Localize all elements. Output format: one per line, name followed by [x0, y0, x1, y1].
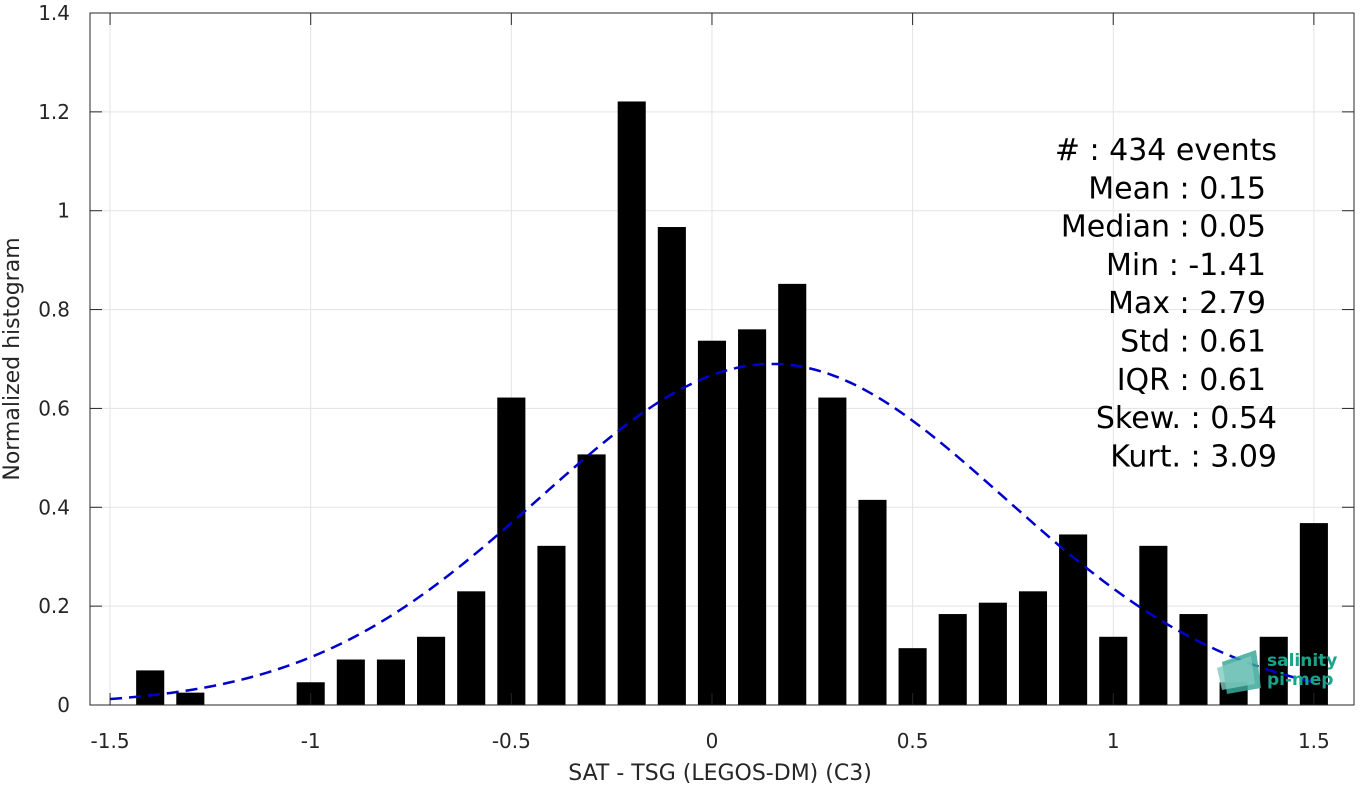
y-tick-label: 1.2	[38, 100, 70, 124]
histogram-bar	[176, 692, 205, 705]
histogram-bar	[577, 454, 606, 705]
histogram-bar	[1059, 534, 1088, 705]
y-tick-labels: 0 0.2 0.4 0.6 0.8 1 1.2 1.4	[38, 1, 70, 717]
x-tick-label: 1.5	[1298, 729, 1330, 753]
histogram-bar	[818, 397, 847, 705]
stat-line: Max : 2.79	[1108, 286, 1266, 321]
histogram-bar	[1299, 523, 1328, 705]
histogram-bar	[376, 659, 405, 705]
histogram-bar	[457, 591, 486, 705]
histogram-bar	[336, 659, 365, 705]
axes-box	[89, 12, 1355, 706]
stat-line: Skew. : 0.54	[1096, 401, 1277, 436]
stat-line: Min : -1.41	[1106, 248, 1266, 283]
y-tick-label: 0.8	[38, 298, 70, 322]
x-tick-label: 1	[1107, 729, 1120, 753]
y-axis-label: Normalized histogram	[0, 237, 25, 480]
histogram-bar	[1139, 545, 1168, 705]
y-tick-label: 0	[57, 693, 70, 717]
x-tick-label: 0.5	[897, 729, 929, 753]
histogram-bar	[1018, 591, 1048, 705]
y-tick-label: 0.4	[38, 495, 70, 519]
logo-text-salinity: salinity	[1267, 651, 1337, 671]
histogram-bar	[537, 545, 566, 705]
y-tick-label: 1	[57, 199, 70, 223]
histogram-bar	[778, 283, 807, 705]
x-tick-labels: -1.5 -1 -0.5 0 0.5 1 1.5	[91, 729, 1330, 753]
x-tick-label: -0.5	[492, 729, 531, 753]
x-axis-label: SAT - TSG (LEGOS-DM) (C3)	[568, 761, 872, 785]
logo-text-pimep: pi-mep	[1267, 670, 1333, 690]
stat-line: Mean : 0.15	[1088, 171, 1266, 206]
x-tick-label: -1	[301, 729, 321, 753]
stat-line: # : 434 events	[1055, 133, 1277, 168]
histogram-bar	[136, 670, 165, 705]
histogram-bar	[697, 340, 727, 705]
wave-logo-icon	[1217, 650, 1261, 694]
salinity-pimep-logo: salinity pi-mep	[1217, 650, 1337, 694]
axis-ticks	[90, 12, 1354, 706]
histogram-bar	[738, 329, 767, 705]
histogram-bar	[657, 227, 686, 706]
stat-line: Kurt. : 3.09	[1110, 439, 1277, 474]
histogram-bar	[617, 101, 646, 705]
grid-lines	[90, 12, 1354, 706]
stat-line: IQR : 0.61	[1117, 363, 1266, 398]
x-tick-label: 0	[706, 729, 719, 753]
histogram-bar	[417, 636, 446, 705]
histogram-bar	[1179, 614, 1208, 705]
y-tick-label: 1.4	[38, 1, 70, 25]
stat-line: Std : 0.61	[1120, 325, 1266, 360]
stat-line: Median : 0.05	[1061, 210, 1266, 245]
y-tick-label: 0.6	[38, 396, 70, 420]
y-tick-label: 0.2	[38, 594, 70, 618]
histogram-bars	[136, 101, 1328, 706]
histogram-bar	[858, 499, 887, 705]
x-tick-label: -1.5	[91, 729, 130, 753]
histogram-bar	[497, 397, 526, 705]
histogram-bar	[938, 614, 967, 705]
histogram-bar	[978, 602, 1007, 705]
